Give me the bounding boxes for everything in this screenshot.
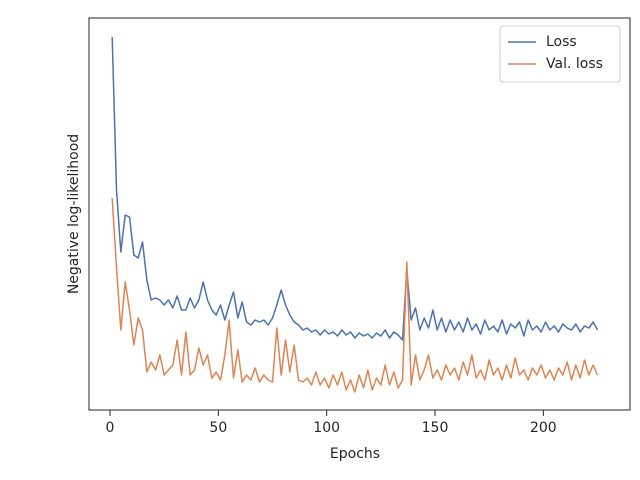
legend-label: Loss bbox=[546, 34, 577, 50]
legend-box bbox=[499, 25, 621, 83]
y-axis-label: Negative log-likelihood bbox=[66, 134, 82, 294]
plot-frame bbox=[88, 17, 631, 411]
x-tick-label: 0 bbox=[106, 420, 115, 436]
x-tick-label: 50 bbox=[209, 420, 227, 436]
x-tick-label: 100 bbox=[313, 420, 340, 436]
line-series bbox=[111, 197, 599, 393]
x-axis-label: Epochs bbox=[330, 446, 380, 462]
line-series bbox=[111, 36, 599, 341]
legend-label: Val. loss bbox=[546, 56, 603, 72]
x-tick-label: 150 bbox=[422, 420, 449, 436]
x-tick-label: 200 bbox=[530, 420, 557, 436]
